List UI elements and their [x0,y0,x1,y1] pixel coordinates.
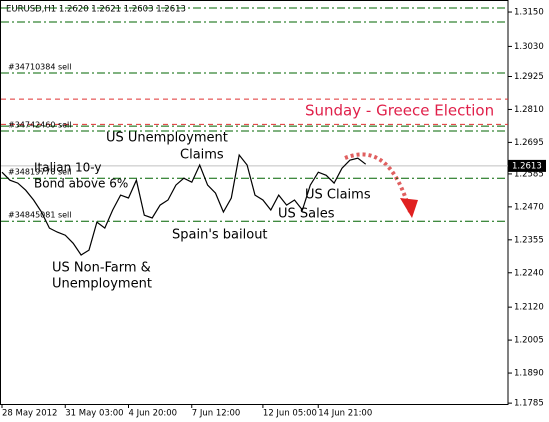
annotation: Italian 10-y [34,161,102,175]
y-tick-label: 1.2470 [514,202,544,212]
y-tick-label: 1.2240 [514,268,544,278]
last-price-label: 1.2613 [512,161,542,171]
y-tick-label: 1.2585 [514,169,544,179]
last-price-box [508,159,546,172]
x-tick-label: 4 Jun 20:00 [129,409,178,419]
annotation: Sunday - Greece Election [305,102,494,120]
annotation: US Claims [305,188,371,203]
x-tick-label: 12 Jun 05:00 [263,409,317,419]
y-tick-label: 1.2355 [514,235,544,245]
y-tick-label: 1.2120 [514,303,544,313]
order-label: #34819778 sell [8,168,72,177]
y-tick-label: 1.2005 [514,336,544,346]
x-tick-label: 28 May 2012 [2,409,57,419]
order-label: #34845081 sell [8,211,72,220]
price-line [1,153,367,256]
chart-title: EURUSD,H1 1.2620 1.2621 1.2603 1.2613 [6,5,186,15]
y-tick-label: 1.2925 [514,72,544,82]
x-tick-label: 14 Jun 21:00 [318,409,372,419]
x-tick-label: 7 Jun 12:00 [192,409,241,419]
y-tick-label: 1.3030 [514,42,544,52]
order-label: #34742460 sell [8,120,72,129]
plot-frame [0,0,509,405]
y-tick-label: 1.3150 [514,8,544,18]
y-tick-label: 1.1785 [514,399,544,409]
order-label: #34710384 sell [8,63,72,72]
annotation: Unemployment [52,277,152,292]
y-tick-label: 1.2695 [514,138,544,148]
x-tick-label: 31 May 03:00 [65,409,123,419]
annotation: Bond above 6% [34,177,128,191]
y-tick-label: 1.2810 [514,105,544,115]
y-tick-label: 1.1890 [514,369,544,379]
annotation: US Unemployment [106,131,228,146]
arrow-head [400,198,418,218]
annotation: US Sales [278,207,335,222]
annotation: US Non-Farm & [52,261,151,276]
annotation: Spain's bailout [172,228,268,243]
annotation: Claims [180,148,224,163]
